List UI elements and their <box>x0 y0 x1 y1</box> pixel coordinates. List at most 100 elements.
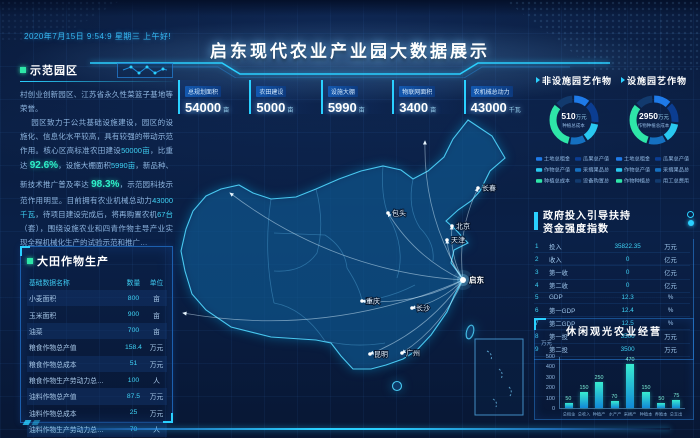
donut-title-left: 非设施园艺作物 <box>534 74 614 87</box>
south-china-sea-inset <box>474 338 524 416</box>
legend-color-chip <box>654 167 661 172</box>
legend-item: 采摘果品总产值 <box>654 166 688 173</box>
legend-item: 瓜果总产值 <box>654 155 688 162</box>
svg-text:北京: 北京 <box>456 222 470 231</box>
bar-column: 470 采摘产 <box>624 357 637 416</box>
stat-value: 5000 亩 <box>256 100 294 115</box>
donut-title-right: 设施园艺作物 <box>614 74 694 87</box>
legend-color-chip <box>654 156 661 161</box>
china-map: 长春 包头 北京 天津 启东 重庆 长沙 昆明 广州 <box>175 113 530 421</box>
top-strip <box>0 0 700 16</box>
bar <box>672 400 681 408</box>
stat-value: 54000 亩 <box>185 100 230 115</box>
square-bullet-icon <box>27 258 33 264</box>
stat-value: 5990 亩 <box>327 100 365 115</box>
city-marker: 天津 <box>445 236 466 246</box>
y-axis-tick: 200 <box>545 385 555 392</box>
col-header: 数量 <box>126 280 141 287</box>
table-row: 4 第二收 0 亿元 <box>534 279 690 293</box>
legend-item: 作物总产值 <box>536 166 569 173</box>
triangle-icon <box>535 77 540 83</box>
y-axis-tick: 0 <box>551 406 555 412</box>
bar-column: 70 水产产 <box>608 357 621 417</box>
bar-column: 150 种植本 <box>639 357 652 417</box>
legend-item: 土地总租金 <box>536 155 569 162</box>
svg-text:昆明: 昆明 <box>374 351 388 359</box>
taiwan-island <box>465 324 475 340</box>
bar <box>657 402 666 408</box>
y-axis-tick: 400 <box>545 364 555 371</box>
flight-route <box>461 187 479 281</box>
stat-card: 设施大棚 5990 亩 <box>320 80 388 115</box>
x-axis-label: 种植本 <box>639 412 652 417</box>
panel-title: 大田作物生产 <box>37 256 109 268</box>
x-axis-label: 采摘产 <box>623 412 637 417</box>
col-header: 基础数据名称 <box>29 280 70 287</box>
bar-value: 250 <box>594 375 604 381</box>
bar-value: 70 <box>611 394 618 400</box>
svg-text:启东: 启东 <box>469 275 484 285</box>
city-marker: 昆明 <box>368 350 389 360</box>
stat-label: 农田建设 <box>256 86 287 97</box>
bar-value: 50 <box>658 396 665 402</box>
legend-color-chip <box>574 156 581 161</box>
datetime-text: 2020年7月15日 9:54:9 星期三 上午好! <box>24 32 172 41</box>
city-marker-highlight: 启东 <box>453 270 485 290</box>
table-row: 玉米面积 900 亩 <box>29 311 160 320</box>
table-row: 1 投入 35822.35 万元 <box>534 240 690 254</box>
china-outline <box>180 119 506 370</box>
legend-color-chip <box>616 167 623 172</box>
bar-value: 75 <box>673 393 680 399</box>
triangle-icon <box>620 77 625 83</box>
panel-government-fund: 政府投入引导扶持 资金强度指数 1 投入 35822.35 万元 2 收入 0 亿元 3… <box>534 210 694 360</box>
stat-card: 农机械总动力 43000 千瓦 <box>463 80 531 115</box>
corner-decor-icon <box>22 420 41 425</box>
bar <box>595 382 604 408</box>
legend-color-chip <box>616 156 623 161</box>
panel-demo-park: 示范园区 村创业创新园区、江苏省永久性菜篮子基地等荣誉。 园区致力于公共基础设施… <box>20 62 173 247</box>
bar <box>626 364 635 408</box>
bar-value: 50 <box>565 396 572 402</box>
x-axis-label: 水产产 <box>608 412 622 417</box>
city-marker: 长沙 <box>410 303 431 314</box>
table-row: 油料作物总产值 87.5 万元 <box>27 388 167 405</box>
legend-color-chip <box>654 178 661 183</box>
legend-color-chip <box>536 156 543 161</box>
panel-horticulture: 非设施园艺作物 设施园艺作物 510万元 种植总成本 2950万元 <box>534 74 694 206</box>
government-table: 1 投入 35822.35 万元 2 收入 0 亿元 3 第一收 0 亿元 4 第二收 0 亿元… <box>534 240 690 357</box>
stat-card: 农田建设 5000 亩 <box>249 80 316 115</box>
hainan-island <box>391 380 403 392</box>
svg-text:重庆: 重庆 <box>366 297 380 306</box>
svg-text:广州: 广州 <box>406 349 420 358</box>
city-marker: 重庆 <box>360 296 381 307</box>
x-axis-label: 种植产 <box>593 412 606 417</box>
table-row: 油菜 700 亩 <box>27 322 167 340</box>
table-row: 粮食作物生产劳动力总… 100 人 <box>29 376 160 386</box>
flight-route <box>369 279 464 355</box>
y-axis-tick: 100 <box>545 395 555 402</box>
stat-card: 物联网面积 3400 亩 <box>392 80 459 115</box>
flight-route <box>449 225 464 281</box>
paragraph: 园区致力于公共基础设施建设，园区的设施化、信息化水平较高，具有较强的带动示范作用… <box>20 117 174 247</box>
table-row: 7 第二GDP 12.5% <box>534 316 690 331</box>
legend-item: 种植总成本 <box>536 177 569 184</box>
table-row: 粮食作物总产值 158.4 万元 <box>29 343 164 353</box>
field-crops-table: 基础数据名称 数量 单位 小麦面积 800 亩 玉米面积 900 亩 油菜 700 亩 粮食… <box>27 274 167 438</box>
svg-text:长沙: 长沙 <box>416 304 430 313</box>
stats-row: 总规划面积 54000 亩 农田建设 5000 亩 设施大棚 5990 亩 物联网面积… <box>178 80 531 115</box>
stat-label: 物联网面积 <box>399 86 436 97</box>
bar-column: 50 总租金 <box>562 357 575 417</box>
bar-value: 150 <box>641 385 651 392</box>
flight-route <box>401 279 464 354</box>
bar-chart: 万元 0 100 200 300 400 500 50 总租金 150 总收入 250 种… <box>541 341 685 422</box>
stat-label: 设施大棚 <box>327 86 358 97</box>
legend-item: 设备购置总支出 <box>574 177 608 184</box>
table-row: 粮食作物总成本 51 万元 <box>27 355 167 372</box>
svg-text:长春: 长春 <box>482 184 496 193</box>
stat-value: 43000 千瓦 <box>470 100 521 115</box>
legend-item: 作物种植总成本 <box>616 177 649 184</box>
bar-value: 150 <box>579 385 589 392</box>
panel-title: 休闲观光农业经营 <box>566 327 662 338</box>
table-row: 9 第二投 3500 万元 <box>534 343 690 357</box>
